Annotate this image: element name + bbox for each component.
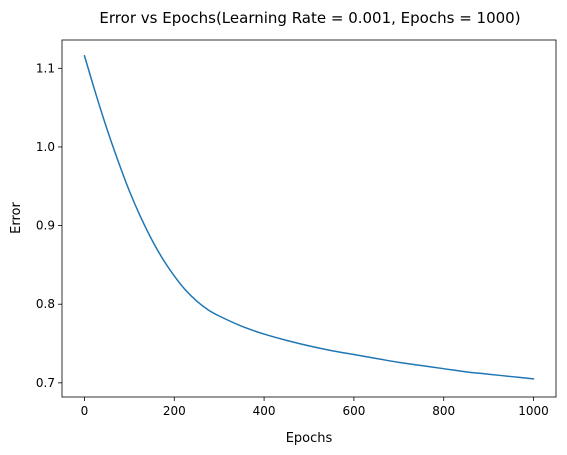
x-tick-label: 600 [342, 404, 365, 418]
x-axis-label: Epochs [286, 431, 333, 446]
x-tick-label: 200 [163, 404, 186, 418]
y-tick-label: 1.0 [36, 140, 55, 154]
y-tick-label: 1.1 [36, 61, 55, 75]
y-tick-label: 0.7 [36, 376, 55, 390]
chart-title: Error vs Epochs(Learning Rate = 0.001, E… [99, 9, 520, 27]
y-tick-label: 0.9 [36, 219, 55, 233]
y-tick-label: 0.8 [36, 297, 55, 311]
y-axis-label: Error [9, 202, 24, 234]
x-tick-label: 400 [253, 404, 276, 418]
plot-area [62, 40, 556, 397]
x-tick-label: 1000 [518, 404, 549, 418]
x-tick-label: 800 [432, 404, 455, 418]
x-tick-label: 0 [81, 404, 89, 418]
